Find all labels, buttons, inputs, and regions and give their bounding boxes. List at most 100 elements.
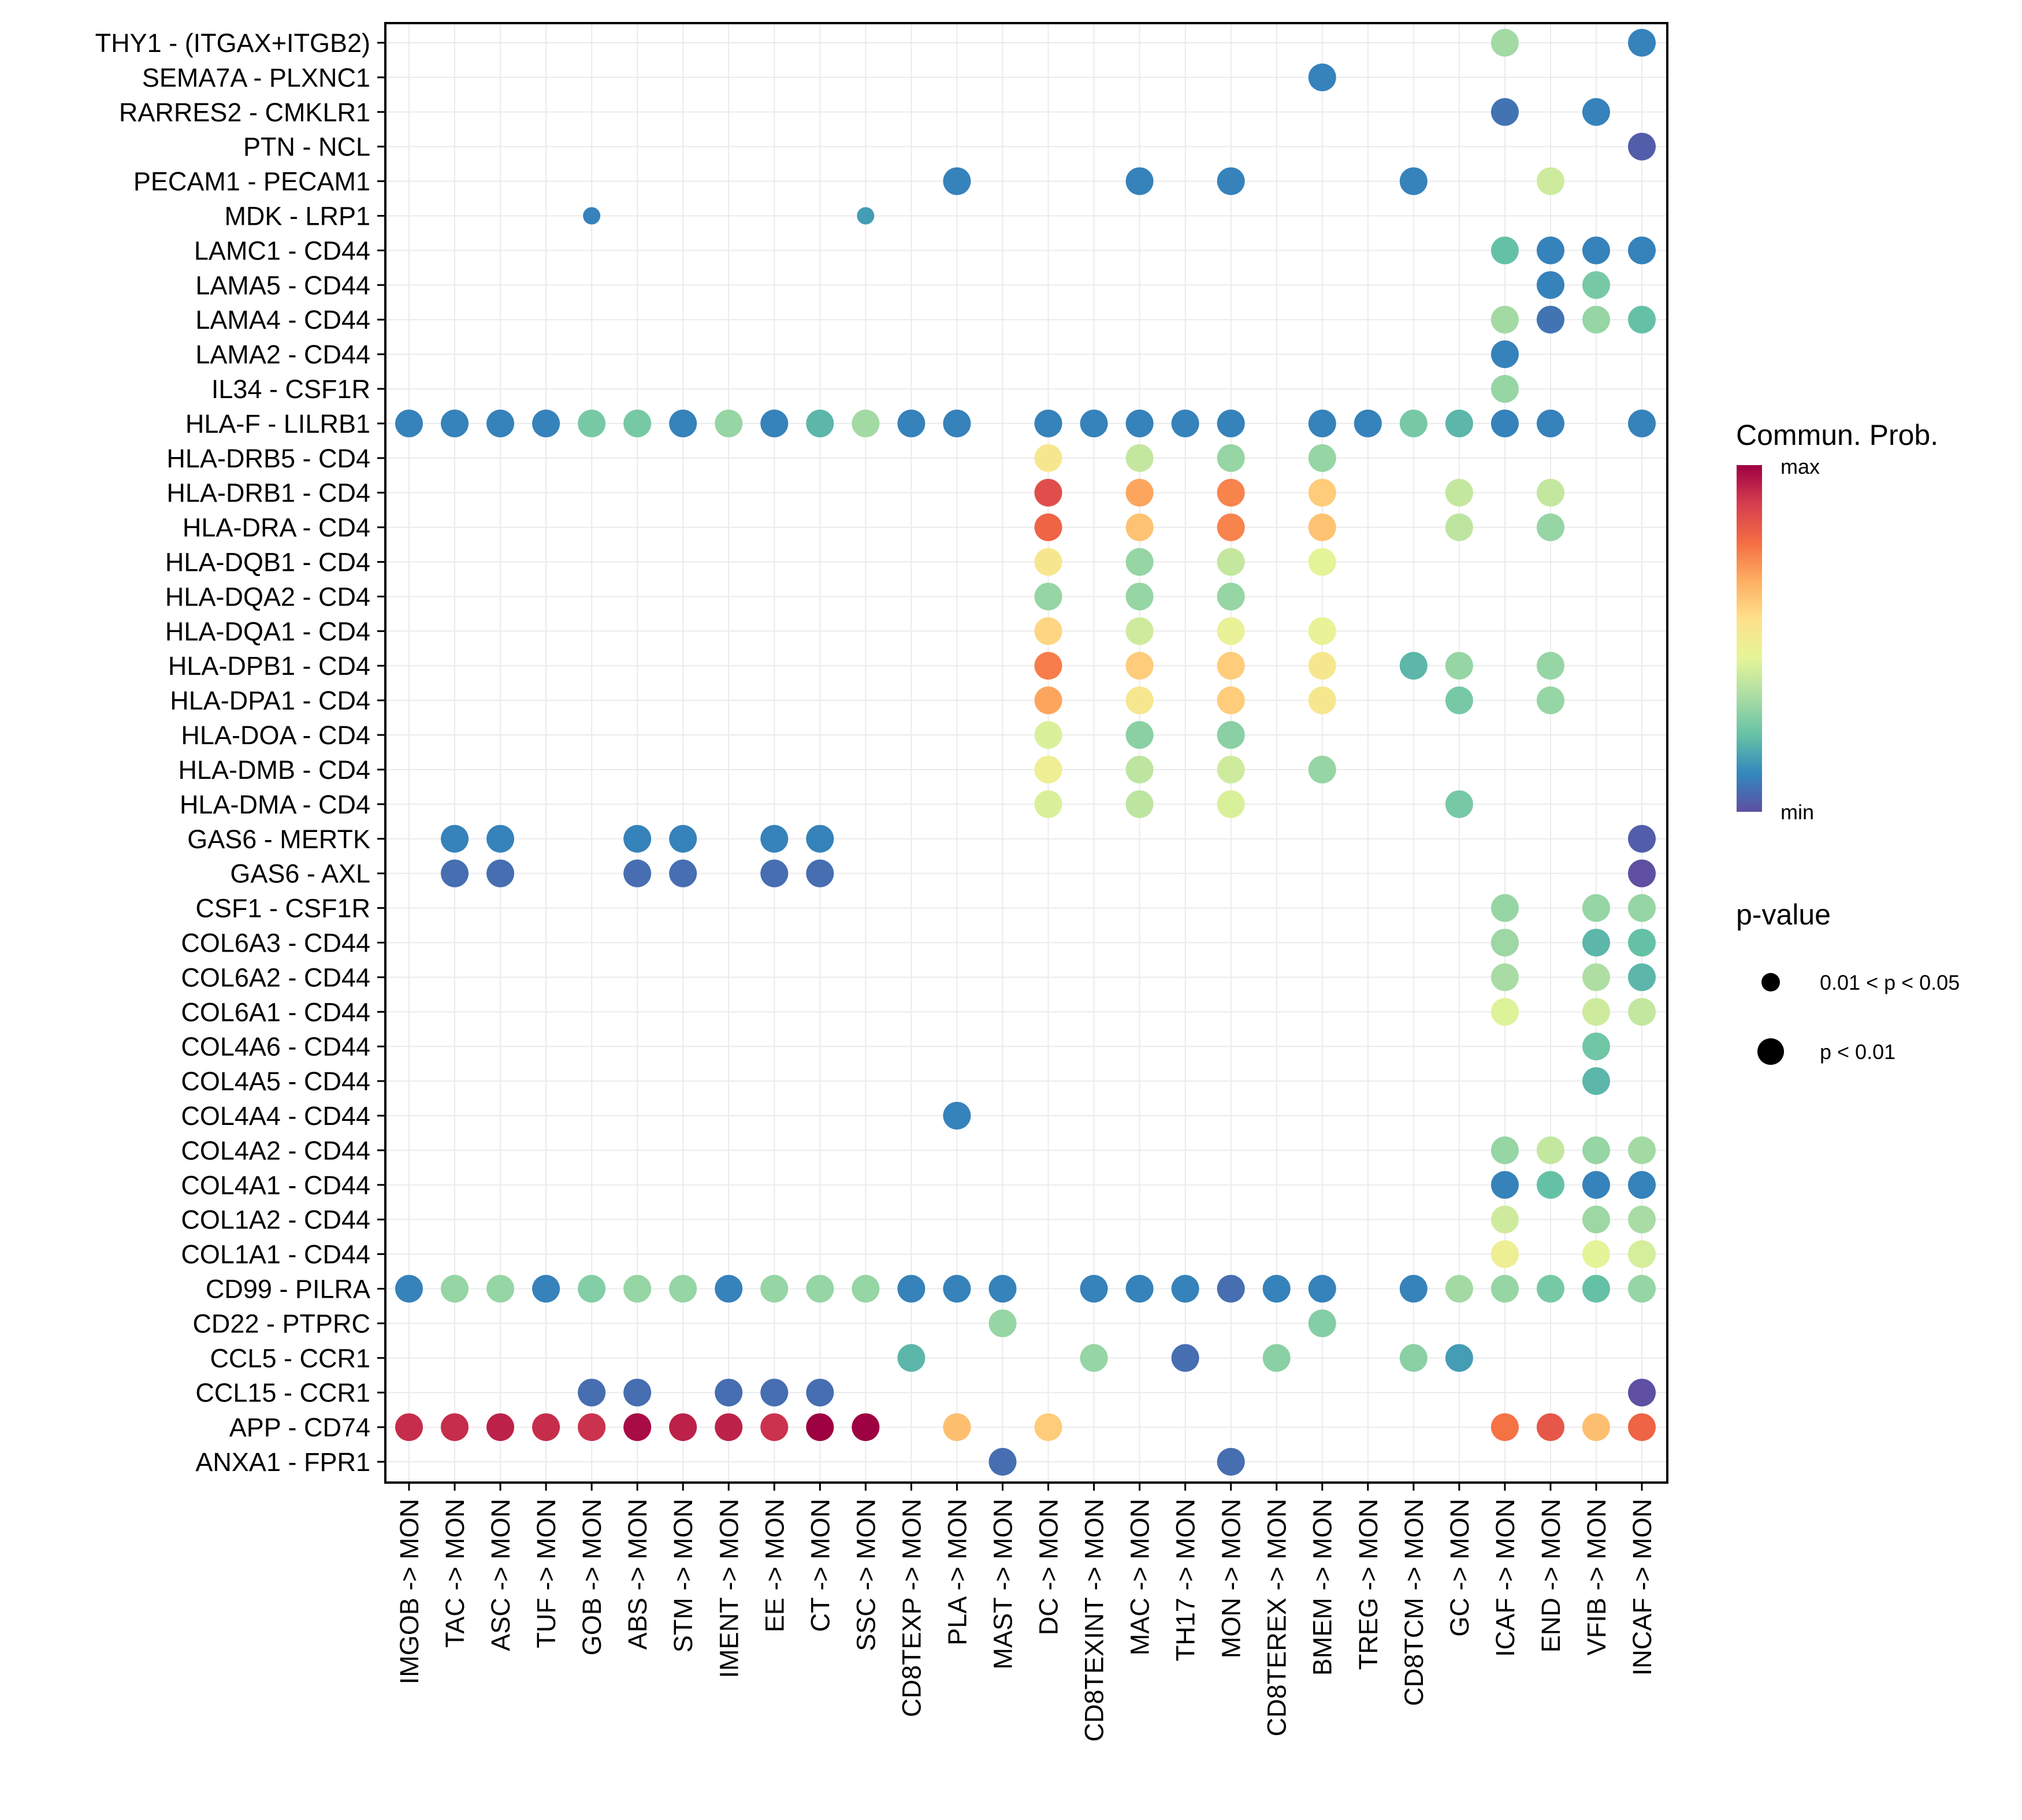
data-point (1217, 652, 1245, 680)
data-point (1491, 375, 1519, 403)
data-point (715, 1379, 743, 1407)
y-tick-label: CCL5 - CCR1 (210, 1343, 370, 1373)
data-point (1536, 1171, 1564, 1199)
data-point (1491, 340, 1519, 369)
y-tick-label: HLA-DMA - CD4 (180, 790, 370, 819)
data-point (1034, 755, 1062, 783)
data-point (1217, 617, 1245, 645)
data-point (1125, 582, 1154, 611)
data-point (486, 824, 515, 853)
data-point (806, 824, 834, 853)
x-tick-label: CT -> MON (805, 1499, 835, 1632)
x-tick-label: TUF -> MON (531, 1499, 561, 1648)
data-point (1217, 755, 1245, 783)
x-tick-label: ASC -> MON (486, 1499, 515, 1651)
data-point (943, 1101, 971, 1130)
data-point (441, 859, 469, 887)
data-point (1034, 548, 1062, 576)
data-point (1445, 478, 1473, 507)
x-tick-label: INCAF -> MON (1627, 1499, 1657, 1676)
y-tick-label: IL34 - CSF1R (211, 374, 370, 404)
data-point (441, 1275, 469, 1303)
y-tick-label: COL4A5 - CD44 (181, 1067, 370, 1096)
data-point (1354, 409, 1382, 437)
data-point (1217, 1275, 1245, 1303)
data-point (1399, 167, 1428, 195)
data-point (1628, 859, 1656, 887)
data-point (1491, 1240, 1519, 1268)
data-point (1308, 1309, 1336, 1338)
data-point (1262, 1344, 1291, 1372)
data-point (1582, 1032, 1610, 1061)
data-point (1628, 824, 1656, 853)
x-tick-label: CD8TEXINT -> MON (1080, 1499, 1109, 1741)
data-point (1582, 98, 1610, 126)
data-point (897, 1344, 925, 1372)
data-point (1491, 963, 1519, 991)
data-point (1491, 98, 1519, 126)
size-legend-small-label: 0.01 < p < 0.05 (1820, 971, 1960, 994)
data-point (1034, 790, 1062, 818)
data-point (1308, 652, 1336, 680)
x-tick-label: GOB -> MON (577, 1499, 607, 1655)
data-point (1308, 686, 1336, 715)
data-point (1125, 167, 1154, 195)
y-tick-label: MDK - LRP1 (224, 202, 370, 231)
data-point (1308, 1275, 1336, 1303)
color-legend-title: Commun. Prob. (1736, 419, 1938, 451)
data-point (1582, 1240, 1610, 1268)
data-point (1536, 236, 1564, 265)
data-point (1491, 409, 1519, 437)
y-tick-label: PECAM1 - PECAM1 (133, 167, 370, 196)
size-legend-small-dot (1761, 973, 1780, 991)
data-point (943, 409, 971, 437)
data-point (1217, 582, 1245, 611)
y-tick-label: HLA-DPB1 - CD4 (168, 651, 370, 681)
x-tick-label: EE -> MON (760, 1499, 789, 1632)
data-point (1445, 409, 1473, 437)
data-point (1217, 790, 1245, 818)
x-tick-label: DC -> MON (1034, 1499, 1064, 1635)
x-tick-label: MON -> MON (1217, 1499, 1246, 1658)
data-point (669, 1275, 697, 1303)
data-point (1536, 1413, 1564, 1442)
data-point (1034, 1413, 1062, 1442)
data-point (806, 1275, 834, 1303)
y-tick-label: HLA-DRB1 - CD4 (166, 478, 370, 508)
data-point (1217, 548, 1245, 576)
data-point (1536, 271, 1564, 299)
data-point (532, 1413, 560, 1442)
data-point (486, 409, 515, 437)
data-points (395, 29, 1656, 1476)
y-tick-label: LAMC1 - CD44 (194, 236, 370, 265)
data-point (1125, 755, 1154, 783)
y-tick-label: CSF1 - CSF1R (195, 894, 370, 923)
data-point (988, 1309, 1017, 1338)
data-point (760, 1379, 789, 1407)
data-point (1628, 1379, 1656, 1407)
y-tick-label: COL4A4 - CD44 (181, 1101, 370, 1131)
data-point (1034, 652, 1062, 680)
data-point (1399, 652, 1428, 680)
y-tick-label: PTN - NCL (243, 132, 370, 162)
data-point (1536, 1136, 1564, 1164)
data-point (852, 1275, 880, 1303)
data-point (1445, 1275, 1473, 1303)
data-point (623, 409, 652, 437)
data-point (441, 824, 469, 853)
data-point (1217, 721, 1245, 749)
data-point (1536, 306, 1564, 334)
data-point (1582, 928, 1610, 957)
data-point (578, 1275, 606, 1303)
data-point (578, 1379, 606, 1407)
data-point (1445, 652, 1473, 680)
data-point (943, 1275, 971, 1303)
data-point (1628, 1240, 1656, 1268)
data-point (988, 1275, 1017, 1303)
data-point (1445, 1344, 1473, 1372)
data-point (1491, 1413, 1519, 1442)
data-point (1445, 513, 1473, 541)
data-point (1308, 548, 1336, 576)
plot-panel-border (384, 22, 1668, 1484)
size-legend-title: p-value (1736, 898, 1831, 931)
